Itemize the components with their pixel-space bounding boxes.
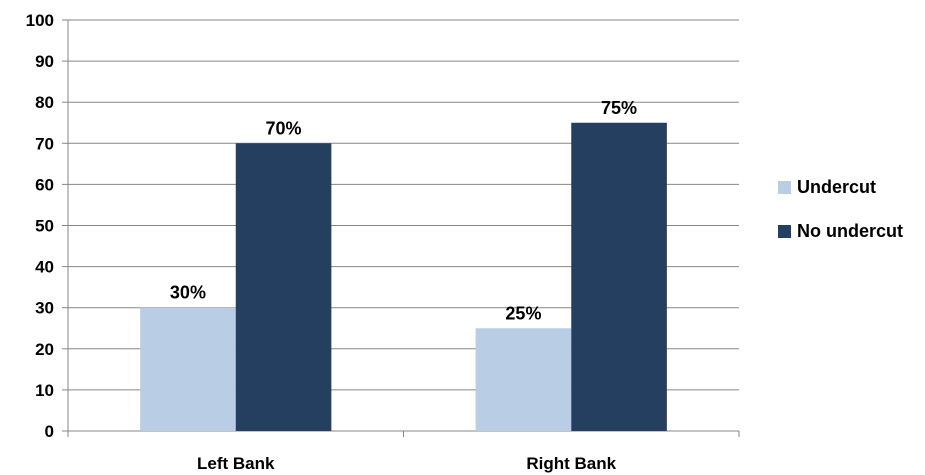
y-tick-label-80: 80 (35, 93, 54, 112)
bar-right-bank-undercut (475, 328, 572, 431)
y-tick-label-90: 90 (35, 52, 54, 71)
bar-left-bank-no-undercut (235, 143, 332, 432)
bar-right-bank-no-undercut (571, 122, 667, 431)
y-tick-label-40: 40 (35, 258, 54, 277)
data-label-left-bank-undercut: 30% (170, 283, 206, 303)
legend: Undercut No undercut (778, 176, 903, 264)
x-category-label-left-bank: Left Bank (197, 454, 275, 473)
legend-item-undercut: Undercut (778, 176, 903, 198)
legend-label-undercut: Undercut (797, 176, 877, 197)
legend-item-no-undercut: No undercut (778, 220, 903, 242)
y-tick-label-70: 70 (35, 134, 54, 153)
data-label-left-bank-no-undercut: 70% (266, 118, 302, 138)
y-tick-label-30: 30 (35, 299, 54, 318)
y-tick-label-10: 10 (35, 381, 54, 400)
bar-left-bank-undercut (140, 307, 236, 431)
legend-swatch-no-undercut (778, 224, 791, 238)
y-tick-label-50: 50 (35, 217, 54, 236)
y-tick-label-20: 20 (35, 340, 54, 359)
data-label-right-bank-undercut: 25% (505, 303, 541, 323)
y-tick-label-100: 100 (26, 11, 54, 30)
y-tick-label-60: 60 (35, 175, 54, 194)
data-label-right-bank-no-undercut: 75% (601, 98, 637, 118)
y-tick-label-0: 0 (45, 422, 54, 441)
legend-swatch-undercut (778, 180, 791, 194)
legend-label-no-undercut: No undercut (797, 220, 903, 241)
x-category-label-right-bank: Right Bank (526, 454, 616, 473)
